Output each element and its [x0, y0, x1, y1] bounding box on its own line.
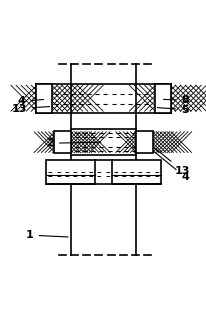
Bar [154, 84, 170, 113]
Text: 4: 4 [154, 152, 188, 182]
Text: 13: 13 [12, 103, 49, 114]
Text: 8: 8 [163, 95, 188, 105]
Bar [70, 129, 136, 155]
Text: 1: 1 [26, 230, 68, 240]
Bar [111, 160, 160, 184]
Text: 4: 4 [18, 96, 43, 106]
Bar [46, 160, 95, 184]
Bar [36, 84, 52, 113]
Bar [136, 131, 152, 153]
Text: 5: 5 [157, 105, 188, 115]
Text: 13: 13 [154, 148, 190, 176]
Text: 2: 2 [46, 138, 100, 148]
Bar [54, 131, 70, 153]
